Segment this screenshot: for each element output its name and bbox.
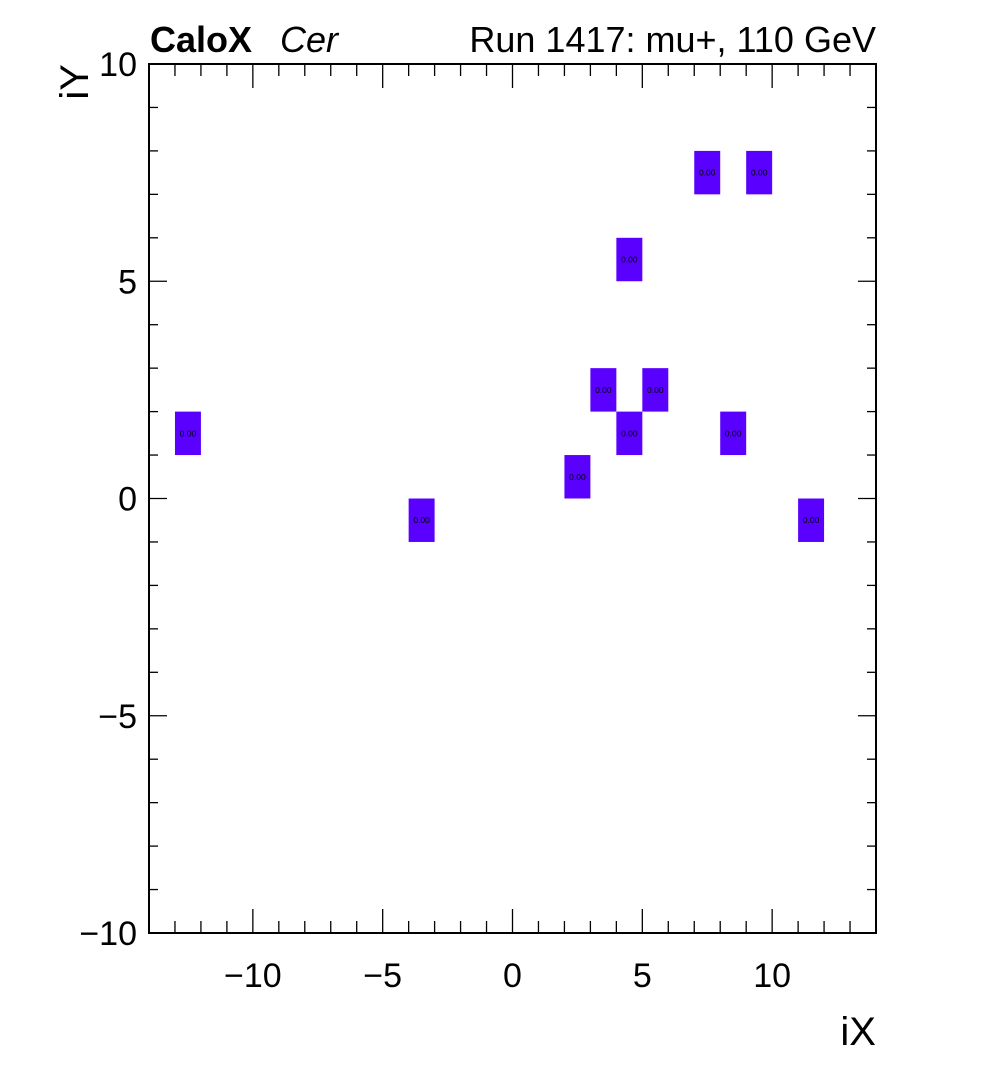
heatmap-cell: [408, 498, 435, 542]
heatmap-cells: 0.00 0.00 0.00 0.00 0.00 0.00 0.00 0.00 0.00 0.00…: [174, 150, 825, 542]
y-tick-label: 0: [118, 481, 137, 519]
heatmap-cell-label: 0.00: [413, 515, 430, 525]
heatmap-cell-label: 0.00: [621, 255, 638, 265]
heatmap-cell-label: 0.00: [751, 168, 768, 178]
heatmap-cell: [642, 368, 669, 412]
y-tick-label: 10: [99, 46, 137, 84]
heatmap-cell-label: 0.00: [803, 515, 820, 525]
y-tick-label: −5: [98, 698, 137, 736]
title-brand: CaloX: [150, 19, 252, 60]
heatmap-cell-label: 0.00: [180, 428, 197, 438]
x-tick-label: 0: [503, 957, 522, 995]
y-axis-label: iY: [53, 64, 97, 100]
heatmap-cell: [590, 368, 617, 412]
x-tick-label: 10: [753, 957, 791, 995]
heatmap-cell: [798, 498, 825, 542]
heatmap-cell-label: 0.00: [647, 385, 664, 395]
heatmap-cell-label: 0.00: [725, 428, 742, 438]
heatmap-cell: [564, 455, 591, 499]
x-tick-label: −10: [224, 957, 282, 995]
x-tick-label: 5: [633, 957, 652, 995]
heatmap-cell-label: 0.00: [621, 428, 638, 438]
heatmap-cell-label: 0.00: [595, 385, 612, 395]
title-channel: Cer: [280, 19, 340, 60]
heatmap-cell: [616, 411, 643, 456]
axis-ticks: [148, 63, 877, 934]
heatmap-cell: [616, 237, 643, 282]
y-tick-label: −10: [79, 915, 137, 953]
heatmap-cell-label: 0.00: [699, 168, 716, 178]
y-tick-label: 5: [118, 263, 137, 301]
heatmap-cell: [694, 150, 721, 195]
heatmap-cell-label: 0.00: [569, 472, 586, 482]
x-axis-label: iX: [840, 1010, 876, 1054]
x-tick-label: −5: [363, 957, 402, 995]
title-run-info: Run 1417: mu+, 110 GeV: [469, 19, 876, 60]
heatmap-cell: [746, 150, 773, 195]
heatmap-cell: [720, 411, 747, 456]
axis-tick-labels: −10 −5 0 5 10 −10 −5 0 5 10: [79, 46, 791, 995]
heatmap-cell: [174, 411, 201, 456]
